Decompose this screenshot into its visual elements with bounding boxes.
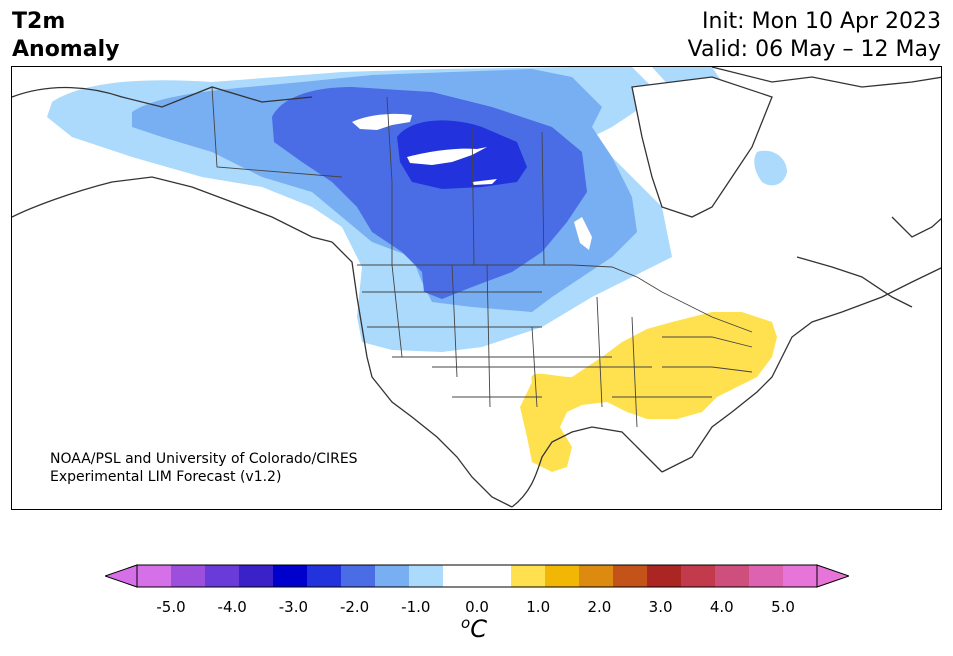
- colorbar-swatch: [579, 565, 614, 587]
- colorbar: [105, 564, 849, 588]
- colorbar-tick-label: 4.0: [709, 598, 734, 616]
- anomaly-region-pos1: [520, 312, 777, 472]
- hudson-bay: [632, 77, 772, 217]
- colorbar-swatch: [239, 565, 274, 587]
- great-slave-lake: [407, 147, 487, 165]
- anomaly-region-neg1-baffin: [754, 150, 787, 186]
- political-borders: [211, 86, 753, 428]
- lake-athabasca: [472, 179, 497, 185]
- field-label: Anomaly: [12, 37, 120, 62]
- lake-winnipeg: [574, 217, 592, 250]
- colorbar-swatch: [681, 565, 716, 587]
- colorbar-tick-label: 3.0: [648, 598, 673, 616]
- colorbar-tick-label: 0.0: [465, 598, 489, 616]
- colorbar-swatch: [749, 565, 784, 587]
- colorbar-swatch: [341, 565, 376, 587]
- colorbar-tick-label: -1.0: [401, 598, 431, 616]
- colorbar-swatch: [205, 565, 240, 587]
- colorbar-swatch: [443, 565, 478, 587]
- colorbar-swatch: [375, 565, 410, 587]
- colorbar-swatch: [783, 565, 818, 587]
- colorbar-tick-label: 2.0: [587, 598, 612, 616]
- credit-line-2: Experimental LIM Forecast (v1.2): [50, 469, 282, 485]
- credit-line-1: NOAA/PSL and University of Colorado/CIRE…: [50, 451, 358, 467]
- colorbar-swatch: [171, 565, 206, 587]
- colorbar-tick-label: -3.0: [278, 598, 309, 616]
- variable-label: T2m: [12, 9, 66, 34]
- great-bear-lake: [352, 113, 412, 130]
- colorbar-tick-label: 1.0: [526, 598, 551, 616]
- map-title: T2m Anomaly: [12, 8, 119, 64]
- colorbar-tick-label: -4.0: [217, 598, 247, 616]
- colorbar-tick-label: -5.0: [156, 598, 186, 616]
- colorbar-swatch: [545, 565, 580, 587]
- colorbar-extend-high: [816, 564, 849, 588]
- colorbar-swatch: [409, 565, 444, 587]
- colorbar-swatch: [273, 565, 308, 587]
- colorbar-swatch: [647, 565, 682, 587]
- unit-letter: C: [470, 615, 487, 643]
- colorbar-swatch: [477, 565, 512, 587]
- coastlines: [12, 67, 941, 508]
- colorbar-outline: [136, 564, 818, 588]
- anomaly-map: [12, 67, 941, 508]
- colorbar-unit: oC: [461, 614, 487, 643]
- colorbar-tick-label: 5.0: [771, 598, 795, 616]
- init-date: Init: Mon 10 Apr 2023: [702, 9, 941, 34]
- unit-superscript: o: [461, 614, 471, 632]
- colorbar-swatch: [137, 565, 172, 587]
- colorbar-swatch: [511, 565, 546, 587]
- colorbar-tick-labels: -5.0 -4.0 -3.0 -2.0 -1.0 0.0 1.0 2.0 3.0 4.0 5.0: [0, 598, 953, 618]
- credit-text: NOAA/PSL and University of Colorado/CIRE…: [50, 450, 358, 486]
- map-panel: NOAA/PSL and University of Colorado/CIRE…: [11, 66, 942, 510]
- colorbar-swatch: [715, 565, 750, 587]
- colorbar-swatch: [307, 565, 342, 587]
- forecast-dates: Init: Mon 10 Apr 2023 Valid: 06 May – 12…: [688, 8, 941, 64]
- valid-range: Valid: 06 May – 12 May: [687, 37, 941, 62]
- colorbar-extend-low: [105, 564, 138, 588]
- colorbar-tick-label: -2.0: [339, 598, 370, 616]
- colorbar-swatch: [613, 565, 648, 587]
